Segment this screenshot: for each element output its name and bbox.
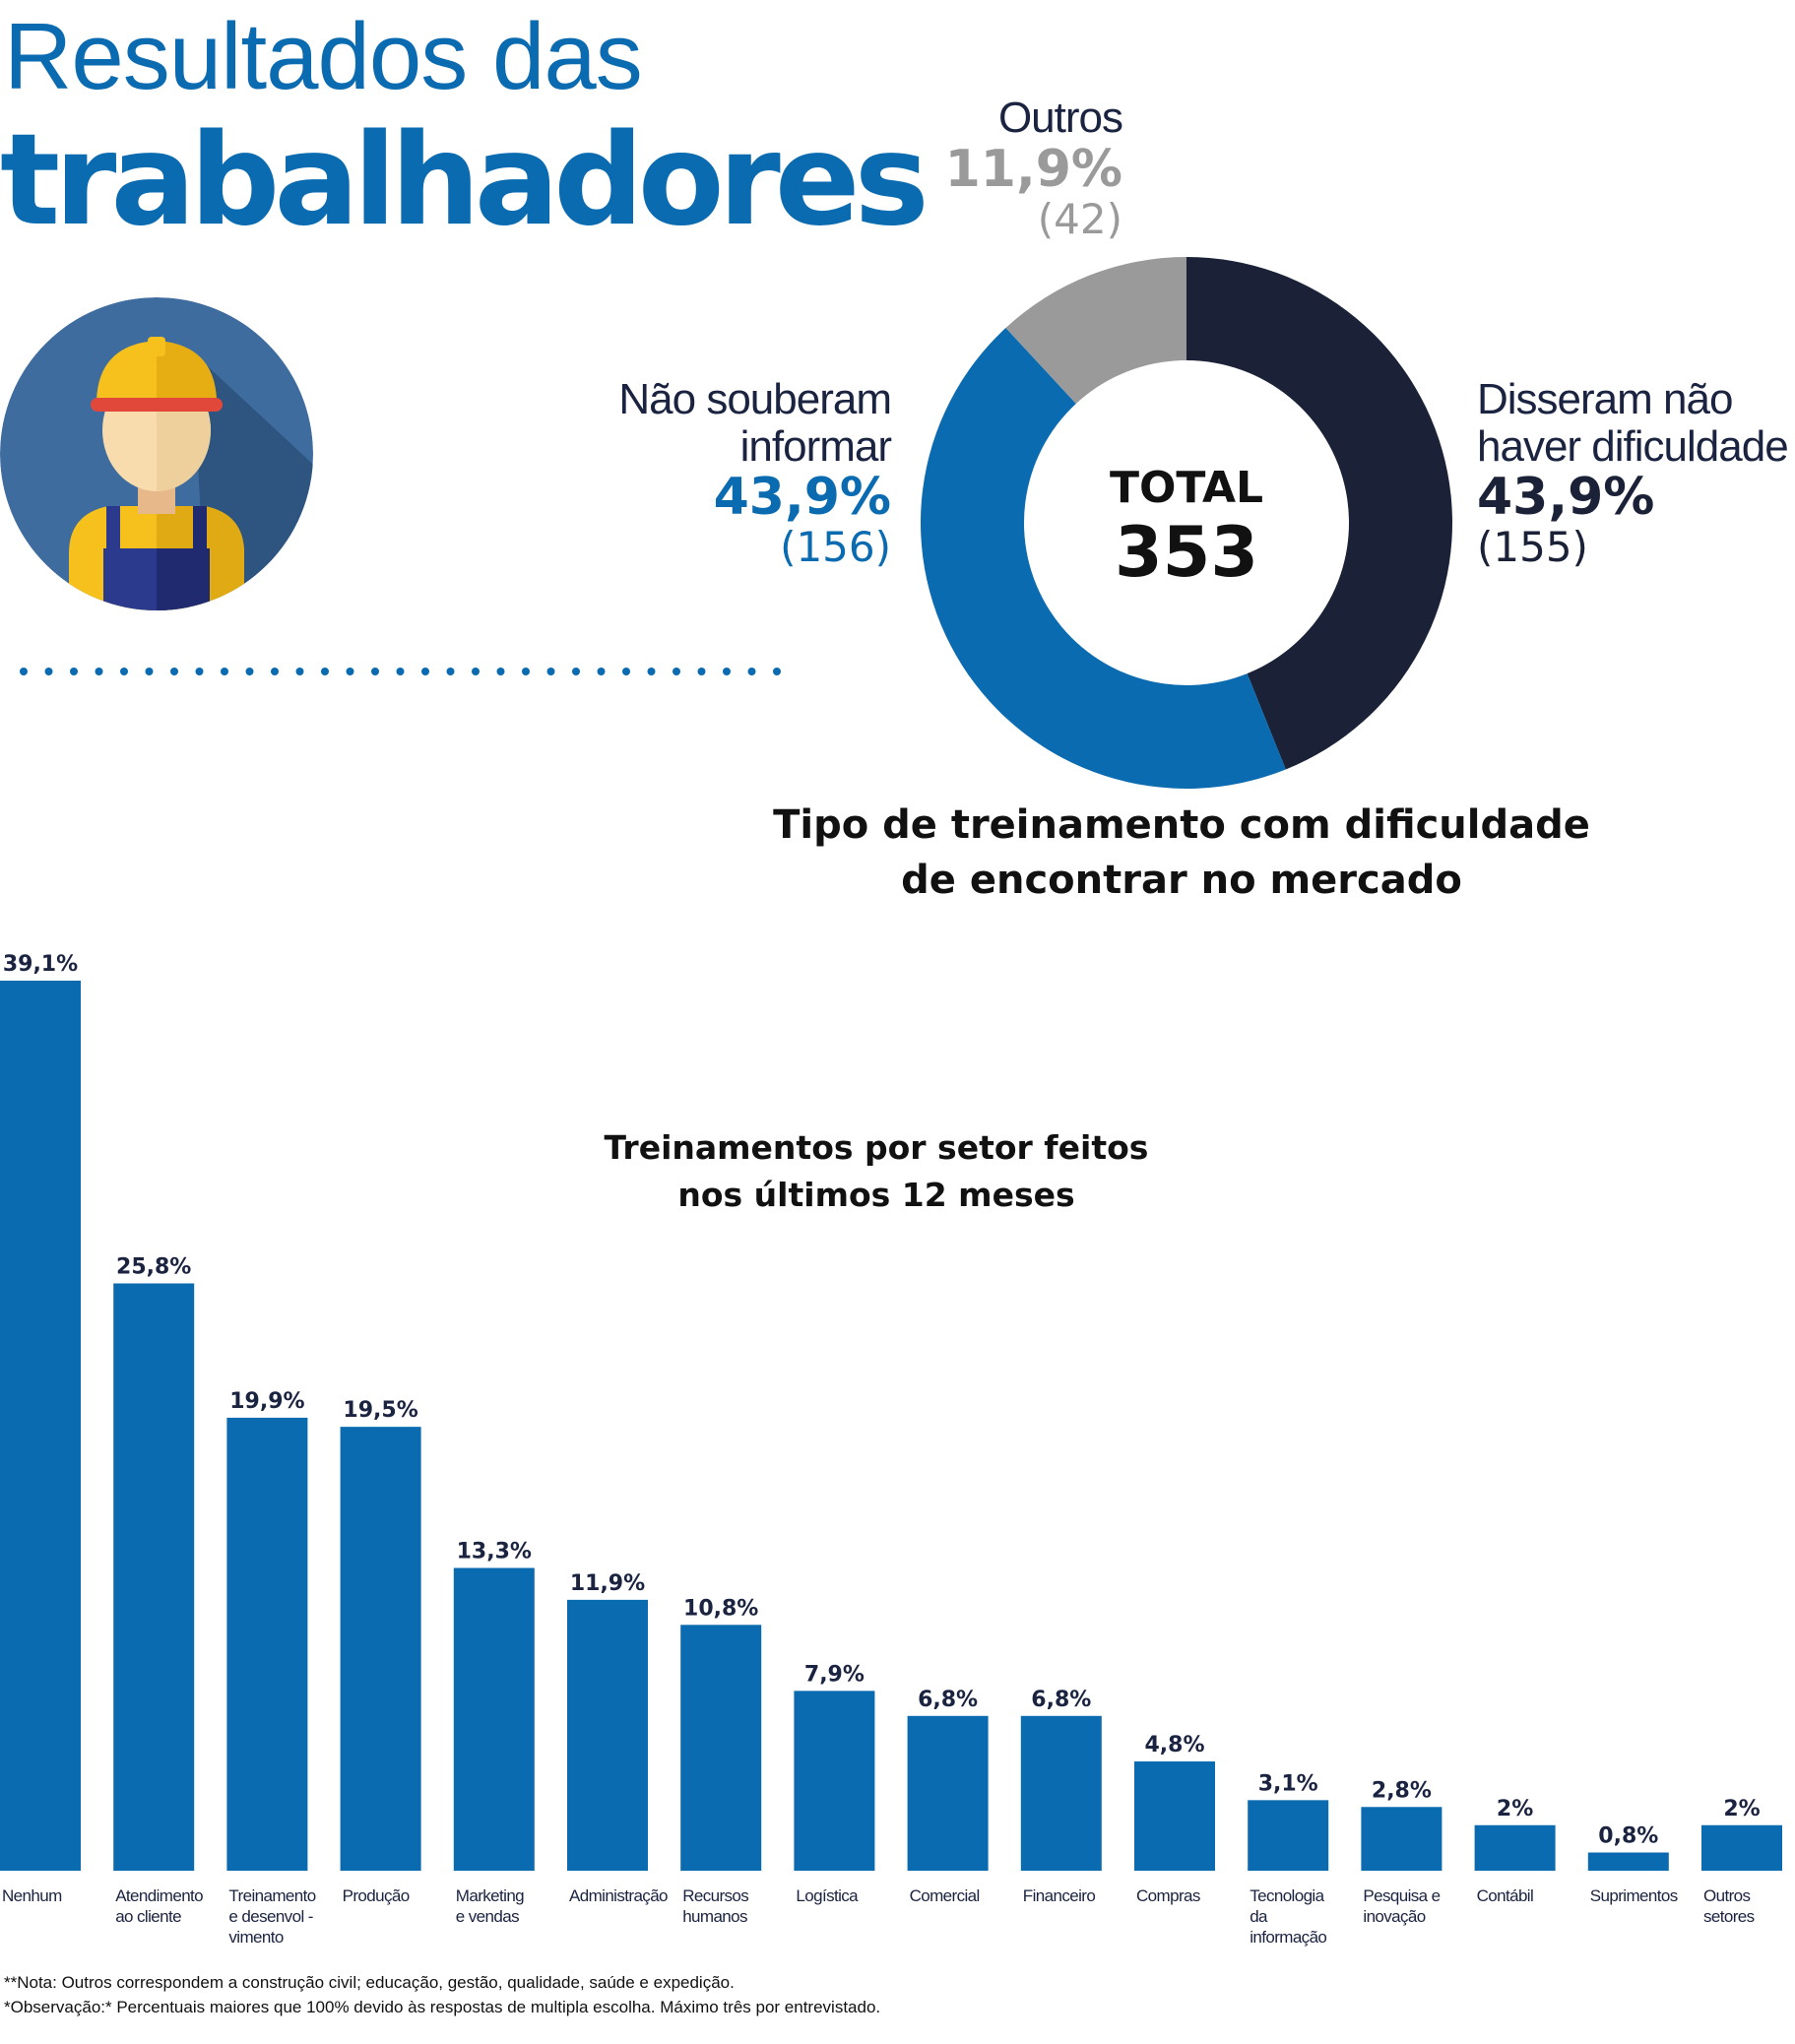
donut-label-name: Não souberam xyxy=(618,375,892,423)
bar xyxy=(453,1567,535,1871)
bar-value-label: 7,9% xyxy=(804,1662,865,1687)
bar-category-label: Financeiro xyxy=(1023,1886,1096,1905)
bar-value-label: 10,8% xyxy=(683,1596,758,1621)
bar-chart-title: Treinamentos por setor feitos nos último… xyxy=(551,1124,1201,1219)
footnote-nota: **Nota: Outros correspondem a construção… xyxy=(4,1973,735,1992)
donut-label-name: informar xyxy=(739,421,892,471)
donut-label-pct: 43,9% xyxy=(1477,468,1655,528)
bar xyxy=(113,1283,195,1871)
bar-value-label: 13,3% xyxy=(457,1540,532,1565)
donut-total-value: 353 xyxy=(1114,512,1259,593)
bar-value-label: 19,5% xyxy=(343,1398,417,1423)
bar-chart-title-line: Treinamentos por setor feitos xyxy=(604,1128,1149,1167)
bar-value-label: 39,1% xyxy=(3,952,78,977)
bar xyxy=(907,1715,989,1871)
bar xyxy=(794,1691,875,1871)
bar-category-label: vimento xyxy=(228,1928,283,1947)
bar-chart: 39,1% Nenhum 25,8% Atendimento ao cliente 19,… xyxy=(0,952,1782,1947)
page-title-line1: Resultados das xyxy=(4,4,643,109)
bar xyxy=(567,1599,648,1871)
donut-label-count: (156) xyxy=(780,523,891,572)
bar-chart-title-line: nos últimos 12 meses xyxy=(677,1175,1075,1214)
footnote-observacao: *Observação:* Percentuais maiores que 10… xyxy=(4,1997,881,2016)
donut-label-disseram: Disseram não haver dificuldade 43,9% (15… xyxy=(1477,376,1792,570)
dotted-divider xyxy=(20,668,781,675)
bar-category-label: da xyxy=(1250,1907,1268,1926)
bar-category-label: Comercial xyxy=(910,1886,980,1905)
worker-hardhat-icon xyxy=(0,297,313,610)
bar-category-label: Pesquisa e xyxy=(1363,1886,1440,1905)
bar-category-label: Tecnologia xyxy=(1250,1886,1324,1905)
bar-category-label: Recursos xyxy=(682,1886,748,1905)
bar-category-label: e desenvol - xyxy=(228,1907,312,1926)
bar-value-label: 0,8% xyxy=(1598,1824,1658,1849)
donut-label-name: Disseram não xyxy=(1477,375,1733,423)
bar xyxy=(1020,1715,1102,1871)
donut-label-pct: 43,9% xyxy=(713,468,891,528)
bar xyxy=(1134,1761,1215,1871)
bar-category-label: Contábil xyxy=(1477,1886,1534,1905)
bar-value-label: 6,8% xyxy=(918,1688,978,1712)
bar-value-label: 2,8% xyxy=(1372,1778,1432,1803)
page-title-line2: trabalhadores xyxy=(0,107,930,254)
bar-category-label: setores xyxy=(1703,1907,1755,1926)
donut-chart xyxy=(921,257,1453,789)
bar-value-label: 11,9% xyxy=(570,1571,645,1596)
donut-label-count: (155) xyxy=(1477,523,1588,572)
bar-category-label: Administração xyxy=(569,1886,668,1905)
bar-category-label: Atendimento xyxy=(115,1886,203,1905)
bar-value-label: 2% xyxy=(1497,1797,1533,1821)
bar-category-label: Compras xyxy=(1136,1886,1200,1905)
bar-category-label: Produção xyxy=(343,1886,410,1905)
footnotes: **Nota: Outros correspondem a construção… xyxy=(4,1971,1284,2019)
bar-category-label: informação xyxy=(1250,1928,1326,1947)
bar-value-label: 19,9% xyxy=(229,1389,304,1414)
bar xyxy=(1361,1807,1442,1871)
bar-category-label: Treinamento xyxy=(228,1886,315,1905)
bar-category-label: inovação xyxy=(1363,1907,1425,1926)
bar-category-label: Logística xyxy=(796,1886,859,1905)
bar-category-label: Nenhum xyxy=(2,1886,62,1905)
donut-label-name: haver dificuldade xyxy=(1477,421,1789,471)
bar-value-label: 4,8% xyxy=(1144,1733,1204,1757)
bar xyxy=(340,1427,421,1871)
bar xyxy=(1248,1800,1329,1871)
donut-total-label: TOTAL xyxy=(1109,463,1264,513)
donut-label-pct: 11,9% xyxy=(944,139,1122,199)
bar-value-label: 2% xyxy=(1723,1797,1760,1821)
bar-category-label: humanos xyxy=(682,1907,747,1926)
bar-category-label: ao cliente xyxy=(115,1907,181,1926)
donut-label-count: (42) xyxy=(1037,194,1122,243)
bar-category-label: Suprimentos xyxy=(1590,1886,1678,1905)
bar xyxy=(1474,1824,1556,1871)
donut-slice xyxy=(1186,257,1453,770)
donut-label-name: Outros xyxy=(997,94,1123,142)
bar xyxy=(0,981,81,1871)
donut-slice xyxy=(921,327,1286,789)
bar-category-label: Marketing xyxy=(456,1886,524,1905)
bar xyxy=(680,1625,762,1871)
bar-category-label: e vendas xyxy=(456,1907,519,1926)
bar xyxy=(1587,1852,1669,1871)
bar xyxy=(226,1417,308,1871)
donut-slice xyxy=(1005,257,1186,404)
donut-chart-title: Tipo de treinamento com dificuldade de e… xyxy=(773,802,1590,903)
bar-value-label: 25,8% xyxy=(116,1254,191,1279)
bar-category-label: Outros xyxy=(1703,1886,1751,1905)
donut-label-outros: Outros 11,9% (42) xyxy=(935,94,1123,243)
donut-label-nao-souberam: Não souberam informar 43,9% (156) xyxy=(551,375,892,572)
bar-value-label: 3,1% xyxy=(1258,1771,1318,1796)
bar xyxy=(1701,1824,1782,1871)
bar-value-label: 6,8% xyxy=(1031,1688,1091,1712)
